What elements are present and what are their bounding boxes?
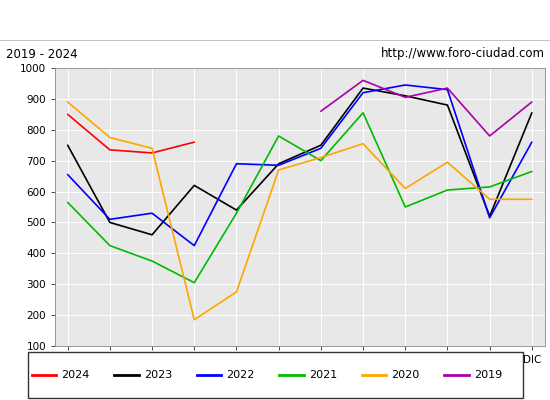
Text: Evolucion Nº Turistas Nacionales en el municipio de Guadalix de la Sierra: Evolucion Nº Turistas Nacionales en el m… <box>0 14 550 26</box>
Text: 2020: 2020 <box>392 370 420 380</box>
Text: 2023: 2023 <box>144 370 172 380</box>
Text: 2021: 2021 <box>309 370 337 380</box>
Text: 2024: 2024 <box>61 370 90 380</box>
Text: 2022: 2022 <box>227 370 255 380</box>
Text: 2019: 2019 <box>474 370 502 380</box>
FancyBboxPatch shape <box>28 352 522 398</box>
Text: http://www.foro-ciudad.com: http://www.foro-ciudad.com <box>381 48 544 60</box>
Text: 2019 - 2024: 2019 - 2024 <box>6 48 77 60</box>
